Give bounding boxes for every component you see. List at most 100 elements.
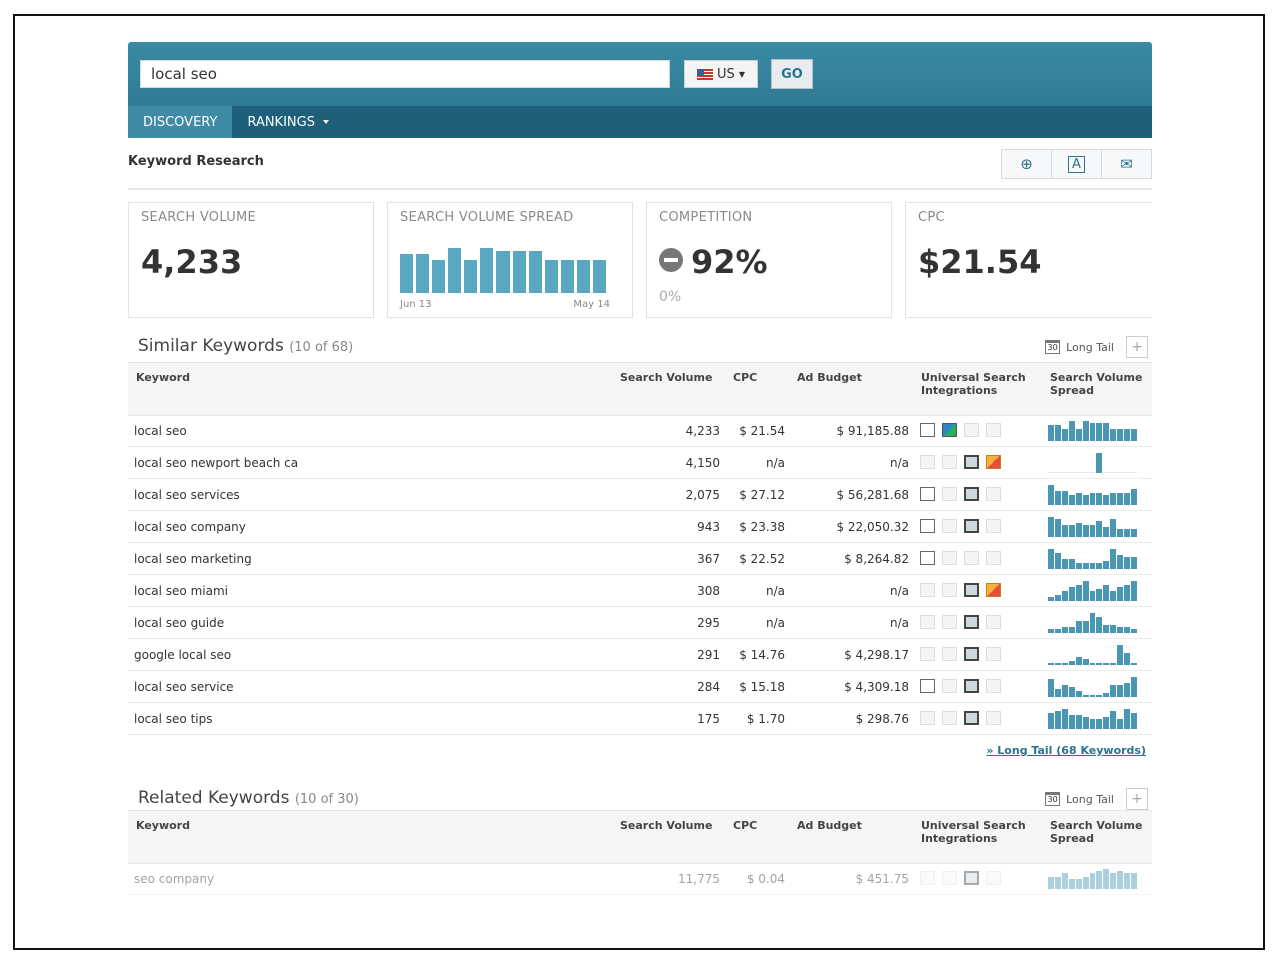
pdf-export-button[interactable]: A bbox=[1052, 150, 1102, 178]
spread-bar bbox=[1048, 425, 1054, 441]
email-button[interactable]: ✉ bbox=[1102, 150, 1151, 178]
spread-bar bbox=[1124, 653, 1131, 665]
table-row[interactable]: local seo marketing 367 $ 22.52 $ 8,264.82 bbox=[128, 543, 1152, 575]
long-tail-label[interactable]: Long Tail bbox=[1066, 792, 1114, 806]
spread-bar bbox=[1075, 523, 1082, 537]
images-icon bbox=[942, 615, 957, 629]
col-keyword[interactable]: Keyword bbox=[136, 371, 190, 384]
usi-icons bbox=[920, 551, 1001, 565]
keyword-cell[interactable]: local seo newport beach ca bbox=[134, 456, 299, 470]
keyword-cell[interactable]: local seo company bbox=[134, 520, 246, 534]
table-row[interactable]: seo company 11,775 $ 0.04 $ 451.75 bbox=[128, 863, 1152, 895]
spread-bar bbox=[1054, 877, 1061, 889]
col-ad-budget[interactable]: Ad Budget bbox=[797, 371, 862, 384]
tab-rankings[interactable]: RANKINGS bbox=[232, 106, 344, 138]
cpc-cell: $ 1.70 bbox=[746, 712, 785, 726]
images-icon bbox=[942, 711, 957, 725]
spread-bar bbox=[1061, 709, 1068, 729]
spread-bar bbox=[1068, 559, 1075, 569]
col-cpc[interactable]: CPC bbox=[733, 819, 758, 832]
news-icon bbox=[986, 679, 1001, 693]
cpc-cell: $ 22.52 bbox=[739, 552, 785, 566]
spread-bar bbox=[1061, 685, 1068, 697]
long-tail-label[interactable]: Long Tail bbox=[1066, 340, 1114, 354]
keyword-cell[interactable]: local seo miami bbox=[134, 584, 228, 598]
spread-bar bbox=[1124, 557, 1131, 569]
spread-bar bbox=[432, 259, 446, 293]
table-row[interactable]: local seo miami 308 n/a n/a bbox=[128, 575, 1152, 607]
add-button[interactable]: ⊕ bbox=[1002, 150, 1052, 178]
spread-bar bbox=[464, 259, 478, 293]
table-row[interactable]: local seo services 2,075 $ 27.12 $ 56,281.6… bbox=[128, 479, 1152, 511]
col-usi[interactable]: Universal Search Integrations bbox=[921, 371, 1026, 397]
spread-bar bbox=[1096, 617, 1103, 633]
expand-button[interactable]: + bbox=[1126, 788, 1148, 810]
spread-bar bbox=[1110, 591, 1117, 601]
spread-bar bbox=[1068, 661, 1075, 665]
video-icon bbox=[964, 455, 979, 469]
table-row[interactable]: local seo tips 175 $ 1.70 $ 298.76 bbox=[128, 703, 1152, 735]
keyword-cell[interactable]: local seo bbox=[134, 424, 187, 438]
web-results-icon bbox=[920, 647, 935, 661]
cpc-value: $21.54 bbox=[918, 243, 1042, 281]
spread-bar bbox=[1089, 873, 1096, 889]
spread-bar bbox=[1096, 563, 1103, 569]
table-row[interactable]: google local seo 291 $ 14.76 $ 4,298.17 bbox=[128, 639, 1152, 671]
calendar-icon[interactable]: 30 bbox=[1045, 792, 1061, 806]
search-volume-cell: 4,233 bbox=[685, 424, 720, 438]
col-search-volume[interactable]: Search Volume bbox=[620, 819, 713, 832]
web-results-icon bbox=[920, 583, 935, 597]
table-row[interactable]: local seo guide 295 n/a n/a bbox=[128, 607, 1152, 639]
long-tail-more-link[interactable]: » Long Tail (68 Keywords) bbox=[986, 744, 1146, 757]
keyword-cell[interactable]: local seo service bbox=[134, 680, 234, 694]
spread-bar bbox=[1110, 429, 1117, 441]
table-row[interactable]: local seo service 284 $ 15.18 $ 4,309.18 bbox=[128, 671, 1152, 703]
keyword-cell[interactable]: local seo tips bbox=[134, 712, 213, 726]
spread-bar bbox=[1103, 561, 1110, 569]
spread-bar bbox=[1061, 627, 1068, 633]
expand-button[interactable]: + bbox=[1126, 336, 1148, 358]
related-count: (10 of 30) bbox=[294, 792, 359, 807]
spread-start-label: Jun 13 bbox=[400, 299, 432, 310]
spread-bar bbox=[416, 253, 430, 293]
col-ad-budget[interactable]: Ad Budget bbox=[797, 819, 862, 832]
calendar-icon[interactable]: 30 bbox=[1045, 340, 1061, 354]
keyword-search-input[interactable] bbox=[140, 60, 670, 88]
spread-bar bbox=[1096, 589, 1103, 601]
usi-icons bbox=[920, 647, 1001, 661]
col-keyword[interactable]: Keyword bbox=[136, 819, 190, 832]
keyword-cell[interactable]: local seo services bbox=[134, 488, 240, 502]
col-spread[interactable]: Search Volume Spread bbox=[1050, 819, 1142, 845]
col-cpc[interactable]: CPC bbox=[733, 371, 758, 384]
news-icon bbox=[986, 711, 1001, 725]
keyword-cell[interactable]: local seo guide bbox=[134, 616, 225, 630]
spread-bar bbox=[1048, 485, 1054, 505]
col-spread[interactable]: Search Volume Spread bbox=[1050, 371, 1142, 397]
search-volume-value: 4,233 bbox=[141, 243, 243, 281]
tab-discovery[interactable]: DISCOVERY bbox=[128, 106, 233, 138]
keyword-cell[interactable]: local seo marketing bbox=[134, 552, 252, 566]
table-row[interactable]: local seo 4,233 $ 21.54 $ 91,185.88 bbox=[128, 415, 1152, 447]
minus-circle-icon bbox=[659, 248, 683, 272]
keyword-cell[interactable]: google local seo bbox=[134, 648, 232, 662]
spread-bar bbox=[1124, 683, 1131, 697]
keyword-cell[interactable]: seo company bbox=[134, 872, 215, 886]
col-usi[interactable]: Universal Search Integrations bbox=[921, 819, 1026, 845]
spread-bar bbox=[1068, 879, 1075, 889]
spread-bar bbox=[1103, 495, 1110, 505]
spread-bar bbox=[1075, 621, 1082, 633]
go-button[interactable]: GO bbox=[771, 59, 813, 89]
col-search-volume[interactable]: Search Volume bbox=[620, 371, 713, 384]
spread-bar bbox=[1048, 549, 1054, 569]
spread-bar bbox=[1117, 555, 1124, 569]
spread-bar bbox=[1096, 453, 1103, 473]
spread-bar bbox=[1117, 685, 1124, 697]
col-usi-line2: Integrations bbox=[921, 832, 998, 845]
country-select[interactable]: US ▼ bbox=[684, 60, 758, 88]
spread-bar bbox=[1110, 625, 1117, 633]
spread-bar bbox=[1117, 587, 1124, 601]
table-row[interactable]: local seo company 943 $ 23.38 $ 22,050.32 bbox=[128, 511, 1152, 543]
table-row[interactable]: local seo newport beach ca 4,150 n/a n/a bbox=[128, 447, 1152, 479]
cpc-cell: $ 14.76 bbox=[739, 648, 785, 662]
spread-bar bbox=[1061, 662, 1068, 665]
